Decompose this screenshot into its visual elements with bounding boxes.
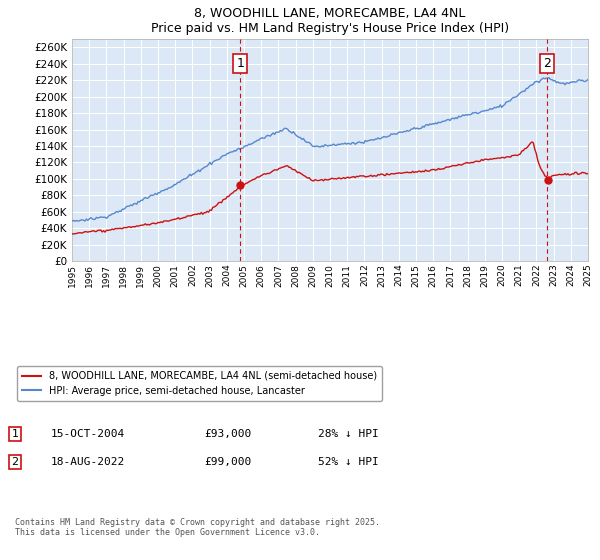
Text: 52% ↓ HPI: 52% ↓ HPI (318, 457, 379, 467)
Text: 1: 1 (236, 57, 244, 71)
Text: 15-OCT-2004: 15-OCT-2004 (51, 429, 125, 439)
Text: Contains HM Land Registry data © Crown copyright and database right 2025.
This d: Contains HM Land Registry data © Crown c… (15, 518, 380, 538)
Text: 28% ↓ HPI: 28% ↓ HPI (318, 429, 379, 439)
Text: £93,000: £93,000 (204, 429, 251, 439)
Text: £99,000: £99,000 (204, 457, 251, 467)
Text: 2: 2 (543, 57, 551, 71)
Text: 18-AUG-2022: 18-AUG-2022 (51, 457, 125, 467)
Text: 2: 2 (11, 457, 19, 467)
Title: 8, WOODHILL LANE, MORECAMBE, LA4 4NL
Price paid vs. HM Land Registry's House Pri: 8, WOODHILL LANE, MORECAMBE, LA4 4NL Pri… (151, 7, 509, 35)
Text: 1: 1 (11, 429, 19, 439)
Legend: 8, WOODHILL LANE, MORECAMBE, LA4 4NL (semi-detached house), HPI: Average price, : 8, WOODHILL LANE, MORECAMBE, LA4 4NL (se… (17, 366, 382, 400)
